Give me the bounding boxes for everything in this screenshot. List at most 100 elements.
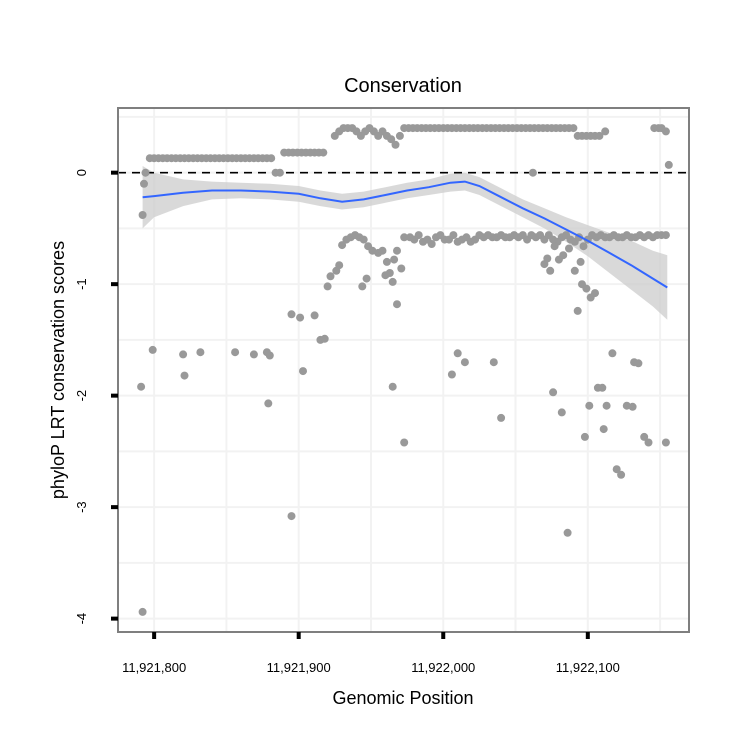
data-point bbox=[628, 402, 637, 411]
data-point bbox=[319, 148, 328, 157]
data-point bbox=[497, 413, 506, 422]
data-point bbox=[549, 388, 558, 397]
data-point bbox=[335, 261, 344, 270]
data-point bbox=[608, 349, 617, 358]
data-point bbox=[550, 242, 559, 251]
data-point bbox=[447, 370, 456, 379]
y-tick-label: -1 bbox=[74, 278, 89, 290]
data-point bbox=[595, 131, 604, 140]
data-point bbox=[427, 240, 436, 248]
data-point bbox=[460, 358, 469, 367]
data-point bbox=[323, 282, 332, 291]
data-point bbox=[358, 282, 367, 291]
data-point bbox=[382, 257, 391, 266]
data-point bbox=[644, 438, 653, 447]
data-point bbox=[449, 231, 458, 240]
data-point bbox=[299, 367, 307, 376]
data-point bbox=[580, 432, 589, 441]
data-point bbox=[338, 241, 347, 250]
data-point bbox=[557, 408, 566, 417]
data-point bbox=[599, 425, 608, 434]
smooth-trend-line bbox=[142, 180, 668, 289]
confidence-band bbox=[142, 166, 668, 320]
data-point bbox=[264, 399, 273, 408]
y-axis: 0 -1 -2 -3 -4 bbox=[74, 169, 118, 624]
data-point bbox=[598, 383, 607, 392]
data-point bbox=[196, 348, 205, 357]
x-axis-title: Genomic Position bbox=[332, 688, 473, 708]
data-point bbox=[362, 274, 371, 283]
data-point bbox=[359, 235, 368, 244]
data-point bbox=[661, 438, 670, 447]
data-point bbox=[381, 271, 390, 280]
data-point bbox=[310, 311, 319, 320]
plot-panel-border bbox=[117, 107, 690, 633]
x-tick-label: 11,921,900 bbox=[267, 660, 331, 675]
data-point bbox=[543, 254, 552, 263]
x-tick-label: 11,922,100 bbox=[556, 660, 620, 675]
data-point bbox=[138, 211, 147, 219]
smooth-line bbox=[142, 180, 668, 289]
confidence-band-area bbox=[142, 166, 668, 320]
data-point bbox=[573, 306, 582, 315]
data-point bbox=[391, 140, 400, 149]
data-point bbox=[569, 124, 578, 133]
data-point bbox=[602, 401, 611, 410]
data-point bbox=[180, 371, 189, 380]
data-point bbox=[414, 231, 423, 240]
data-point bbox=[275, 168, 284, 177]
data-point bbox=[640, 432, 649, 441]
data-point bbox=[179, 350, 188, 359]
data-point bbox=[390, 255, 399, 264]
y-axis-title: phyloP LRT conservation scores bbox=[48, 241, 68, 499]
data-point bbox=[559, 251, 568, 260]
data-point bbox=[528, 168, 537, 177]
data-point bbox=[388, 277, 397, 286]
data-point bbox=[397, 264, 406, 273]
data-point bbox=[393, 300, 401, 309]
data-point bbox=[249, 350, 258, 359]
data-points bbox=[137, 124, 673, 616]
data-point bbox=[563, 528, 572, 537]
data-point bbox=[489, 358, 498, 367]
data-point bbox=[585, 401, 594, 410]
data-point bbox=[296, 313, 305, 322]
data-point bbox=[287, 310, 296, 319]
data-point bbox=[617, 470, 626, 479]
y-tick-label: -4 bbox=[74, 613, 89, 625]
data-point bbox=[582, 284, 591, 293]
data-point bbox=[265, 351, 274, 360]
x-tick-label: 11,921,800 bbox=[122, 660, 186, 675]
chart-title: Conservation bbox=[344, 75, 462, 97]
data-point bbox=[400, 438, 409, 447]
data-point bbox=[137, 382, 146, 391]
data-point bbox=[601, 127, 610, 136]
y-tick-label: 0 bbox=[74, 169, 89, 176]
data-point bbox=[393, 246, 401, 255]
data-point bbox=[661, 231, 670, 240]
data-point bbox=[287, 512, 296, 521]
data-point bbox=[395, 131, 404, 140]
data-point bbox=[634, 359, 643, 368]
data-point bbox=[267, 154, 276, 163]
data-point bbox=[591, 289, 599, 298]
data-point bbox=[546, 266, 555, 275]
data-point bbox=[138, 607, 147, 616]
data-point bbox=[612, 465, 621, 474]
data-point bbox=[387, 135, 396, 144]
data-point bbox=[579, 242, 588, 251]
data-point bbox=[140, 179, 148, 188]
data-point bbox=[661, 127, 670, 136]
y-tick-label: -3 bbox=[74, 501, 89, 513]
data-point bbox=[400, 233, 409, 242]
x-axis: 11,921,800 11,921,900 11,922,000 11,922,100 bbox=[122, 632, 620, 675]
x-tick-label: 11,922,000 bbox=[411, 660, 475, 675]
data-point bbox=[320, 334, 329, 343]
data-point bbox=[378, 246, 387, 255]
data-point bbox=[664, 160, 673, 169]
data-point bbox=[453, 349, 462, 358]
data-point bbox=[388, 382, 397, 391]
data-point bbox=[231, 348, 240, 357]
y-tick-label: -2 bbox=[74, 390, 89, 402]
